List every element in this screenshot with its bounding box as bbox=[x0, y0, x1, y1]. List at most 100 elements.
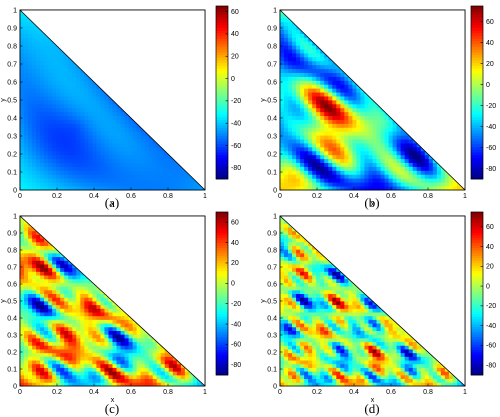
heat-cell bbox=[24, 230, 29, 235]
heat-cell bbox=[428, 382, 434, 387]
heat-cell bbox=[348, 326, 353, 331]
heat-cell bbox=[108, 363, 113, 368]
heat-cell bbox=[328, 271, 333, 276]
hypotenuse bbox=[19, 215, 206, 387]
heat-cell bbox=[336, 154, 341, 160]
heat-cell bbox=[404, 143, 410, 148]
heat-cell bbox=[316, 76, 321, 81]
heat-cell bbox=[332, 349, 337, 354]
heat-cell bbox=[312, 341, 317, 346]
heat-cell bbox=[36, 297, 41, 302]
heat-cell bbox=[384, 158, 389, 164]
heat-cell bbox=[280, 41, 285, 46]
heat-cell bbox=[308, 111, 313, 117]
heat-cell bbox=[308, 146, 313, 152]
heat-cell bbox=[340, 345, 345, 350]
heat-cell bbox=[28, 64, 33, 70]
heat-cell bbox=[288, 241, 293, 246]
heat-cell bbox=[312, 150, 317, 156]
heat-cell bbox=[28, 21, 33, 27]
heat-cell bbox=[148, 356, 154, 361]
heat-cell bbox=[136, 146, 142, 152]
heat-cell bbox=[292, 374, 297, 380]
heat-cell bbox=[332, 154, 337, 160]
heat-cell bbox=[28, 301, 33, 306]
heat-cell bbox=[20, 146, 25, 152]
heat-cell bbox=[20, 238, 25, 243]
colorbar-tick-label: -20 bbox=[231, 301, 241, 308]
heat-cell bbox=[56, 289, 61, 295]
heat-cell bbox=[320, 267, 325, 272]
heat-cell bbox=[96, 341, 101, 346]
heat-cell bbox=[320, 111, 325, 117]
heat-cell bbox=[300, 103, 305, 109]
heat-cell bbox=[56, 76, 61, 81]
heat-cell bbox=[136, 352, 142, 357]
heat-cell bbox=[76, 275, 81, 280]
heat-cell bbox=[36, 143, 41, 148]
heat-cell bbox=[152, 158, 158, 164]
heat-cell bbox=[288, 182, 293, 187]
heat-cell bbox=[380, 162, 385, 167]
heat-cell bbox=[300, 49, 305, 54]
heat-cell bbox=[332, 367, 337, 372]
y-tick-label: 0.8 bbox=[7, 247, 17, 254]
heat-cell bbox=[320, 178, 325, 183]
heat-cell bbox=[404, 146, 410, 152]
heat-cell bbox=[296, 139, 301, 144]
heat-cell bbox=[312, 371, 317, 376]
heat-cell bbox=[28, 326, 33, 331]
heat-cell bbox=[44, 37, 49, 42]
heat-cell bbox=[356, 301, 361, 306]
colorbar-segment bbox=[216, 232, 228, 236]
heat-cell bbox=[28, 267, 33, 272]
y-tick-label: 0.9 bbox=[267, 230, 277, 237]
colorbar-segment bbox=[216, 35, 228, 39]
heat-cell bbox=[20, 186, 25, 191]
heat-cell bbox=[288, 308, 293, 313]
colorbar-segment bbox=[216, 308, 228, 312]
heat-cell bbox=[64, 289, 69, 295]
heat-cell bbox=[80, 139, 85, 144]
heat-cell bbox=[312, 45, 317, 50]
heat-cell bbox=[80, 72, 85, 77]
heat-cell bbox=[44, 334, 49, 339]
heat-cell bbox=[100, 92, 105, 97]
heat-cell bbox=[340, 341, 345, 346]
heat-cell bbox=[328, 186, 333, 191]
heat-cell bbox=[60, 166, 65, 171]
heat-cell bbox=[80, 170, 85, 175]
heat-cell bbox=[52, 111, 57, 117]
heat-cell bbox=[72, 363, 77, 368]
heat-cell bbox=[76, 88, 81, 93]
heat-cell bbox=[28, 245, 33, 250]
heat-cell bbox=[324, 367, 329, 372]
heat-cell bbox=[336, 127, 341, 132]
heat-cell bbox=[64, 308, 69, 313]
heat-cell bbox=[48, 88, 53, 93]
heat-cell bbox=[416, 170, 422, 175]
heat-cell bbox=[316, 304, 321, 309]
heat-cell bbox=[348, 382, 353, 387]
heat-cell bbox=[332, 131, 337, 136]
heat-cell bbox=[316, 349, 321, 354]
heat-cell bbox=[108, 146, 113, 152]
colorbar-segment bbox=[216, 252, 228, 256]
heat-cell bbox=[300, 131, 305, 136]
heat-cell bbox=[372, 119, 377, 124]
heat-cell bbox=[100, 170, 105, 175]
colorbar-segment bbox=[216, 170, 228, 174]
heat-cell bbox=[360, 304, 365, 309]
heat-cell bbox=[52, 76, 57, 81]
heat-cell bbox=[284, 319, 289, 324]
heat-cell bbox=[340, 312, 345, 317]
heat-cell bbox=[124, 315, 129, 320]
heat-cell bbox=[404, 170, 410, 175]
heat-cell bbox=[60, 363, 65, 368]
heat-cell bbox=[68, 166, 73, 171]
heat-cell bbox=[20, 127, 25, 132]
colorbar-segment bbox=[216, 341, 228, 345]
heat-cell bbox=[292, 56, 297, 62]
heat-cell bbox=[324, 289, 329, 295]
heat-cell bbox=[120, 186, 125, 191]
